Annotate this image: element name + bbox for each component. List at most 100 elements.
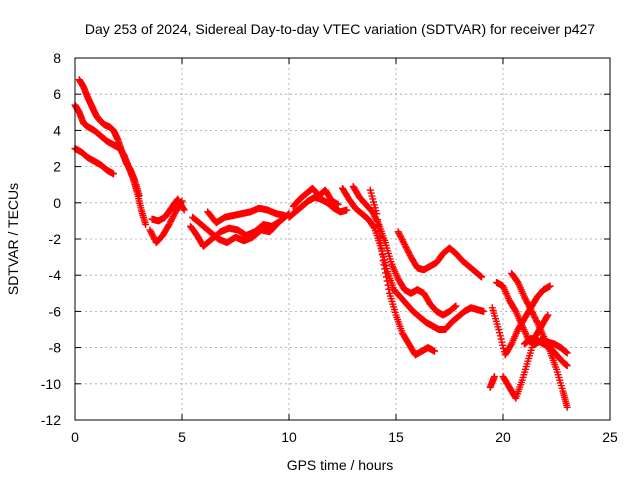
data-point (334, 201, 342, 209)
data-point (167, 217, 175, 225)
data-point (511, 306, 519, 314)
data-point (394, 228, 402, 236)
y-tick-label: 8 (53, 50, 61, 66)
data-point (403, 245, 411, 253)
data-point (373, 210, 381, 218)
y-tick-label: 6 (53, 86, 61, 102)
data-point (180, 206, 188, 214)
data-point (520, 293, 528, 301)
series-arc-o (486, 373, 498, 391)
data-point (169, 213, 177, 221)
series-arc-r (499, 311, 552, 402)
data-point (343, 206, 351, 214)
data-point (401, 242, 409, 250)
series-arc-e (148, 195, 188, 225)
data-point (401, 240, 409, 248)
data-point (382, 269, 390, 277)
series-arc-m (366, 186, 439, 359)
y-tick-label: -6 (49, 303, 62, 319)
data-point (524, 299, 532, 307)
series-arc-c (75, 76, 143, 200)
series-arc-d (146, 197, 186, 247)
data-point (499, 341, 507, 349)
data-point (374, 221, 382, 229)
chart-title: Day 253 of 2024, Sidereal Day-to-day VTE… (85, 21, 595, 37)
data-point (378, 251, 386, 259)
data-point (376, 233, 384, 241)
y-tick-label: 2 (53, 159, 61, 175)
data-point (531, 314, 539, 322)
data-point (523, 298, 531, 306)
data-point (368, 208, 376, 216)
data-point (452, 302, 460, 310)
data-point (380, 261, 388, 269)
data-point (146, 226, 154, 234)
data-point (384, 281, 392, 289)
data-point (147, 228, 155, 236)
series-arc-g (189, 213, 282, 247)
data-point (402, 244, 410, 252)
data-point (526, 304, 534, 312)
axis-ticks: 0 5 10 15 20 25 -12 -10 -8 -6 -4 -2 0 2 4 6 8 (41, 50, 618, 445)
data-point (135, 192, 143, 200)
data-point (396, 231, 404, 239)
series-arc-n (394, 228, 486, 281)
data-point (532, 315, 540, 323)
data-point (374, 216, 382, 224)
series-arc-l (349, 183, 460, 319)
data-point (404, 247, 412, 255)
data-point (381, 265, 389, 273)
y-tick-label: -8 (49, 340, 62, 356)
data-point (400, 239, 408, 247)
data-point (497, 335, 505, 343)
y-tick-label: -10 (41, 376, 61, 392)
data-point (165, 221, 173, 229)
data-point (166, 219, 174, 227)
y-tick-label: -12 (41, 412, 61, 428)
data-point (149, 232, 157, 240)
data-point (490, 373, 498, 381)
data-point (507, 341, 515, 349)
data-point (395, 229, 403, 237)
data-point (385, 285, 393, 293)
data-point (168, 216, 176, 224)
data-point (273, 220, 281, 228)
data-point (543, 312, 551, 320)
series-arc-t (520, 335, 571, 370)
data-points (71, 76, 571, 411)
data-point (522, 296, 530, 304)
data-point (496, 329, 504, 337)
data-point (405, 250, 413, 258)
data-point (379, 257, 387, 265)
data-point (563, 349, 571, 357)
data-point (397, 233, 405, 241)
data-point (546, 282, 554, 290)
data-point (495, 326, 503, 333)
data-point (377, 239, 385, 247)
x-axis-label: GPS time / hours (287, 457, 394, 473)
data-point (544, 311, 552, 319)
y-tick-label: -2 (49, 231, 62, 247)
data-point (528, 309, 536, 317)
data-point (383, 277, 391, 285)
x-tick-label: 20 (495, 429, 511, 445)
data-point (530, 312, 538, 320)
data-point (496, 332, 504, 340)
y-tick-label: -4 (49, 267, 62, 283)
data-point (168, 214, 176, 222)
y-axis-label: SDTVAR / TECUs (5, 183, 21, 295)
x-tick-label: 25 (602, 429, 618, 445)
series-arc-a (71, 145, 118, 178)
data-point (563, 403, 571, 411)
data-point (529, 310, 537, 318)
data-point (150, 234, 158, 242)
data-point (110, 170, 118, 178)
data-point (378, 245, 386, 253)
series-arc-b (71, 101, 150, 229)
data-point (274, 219, 282, 227)
data-point (405, 248, 413, 256)
data-point (370, 223, 378, 231)
data-point (375, 227, 383, 235)
data-point (382, 273, 390, 281)
